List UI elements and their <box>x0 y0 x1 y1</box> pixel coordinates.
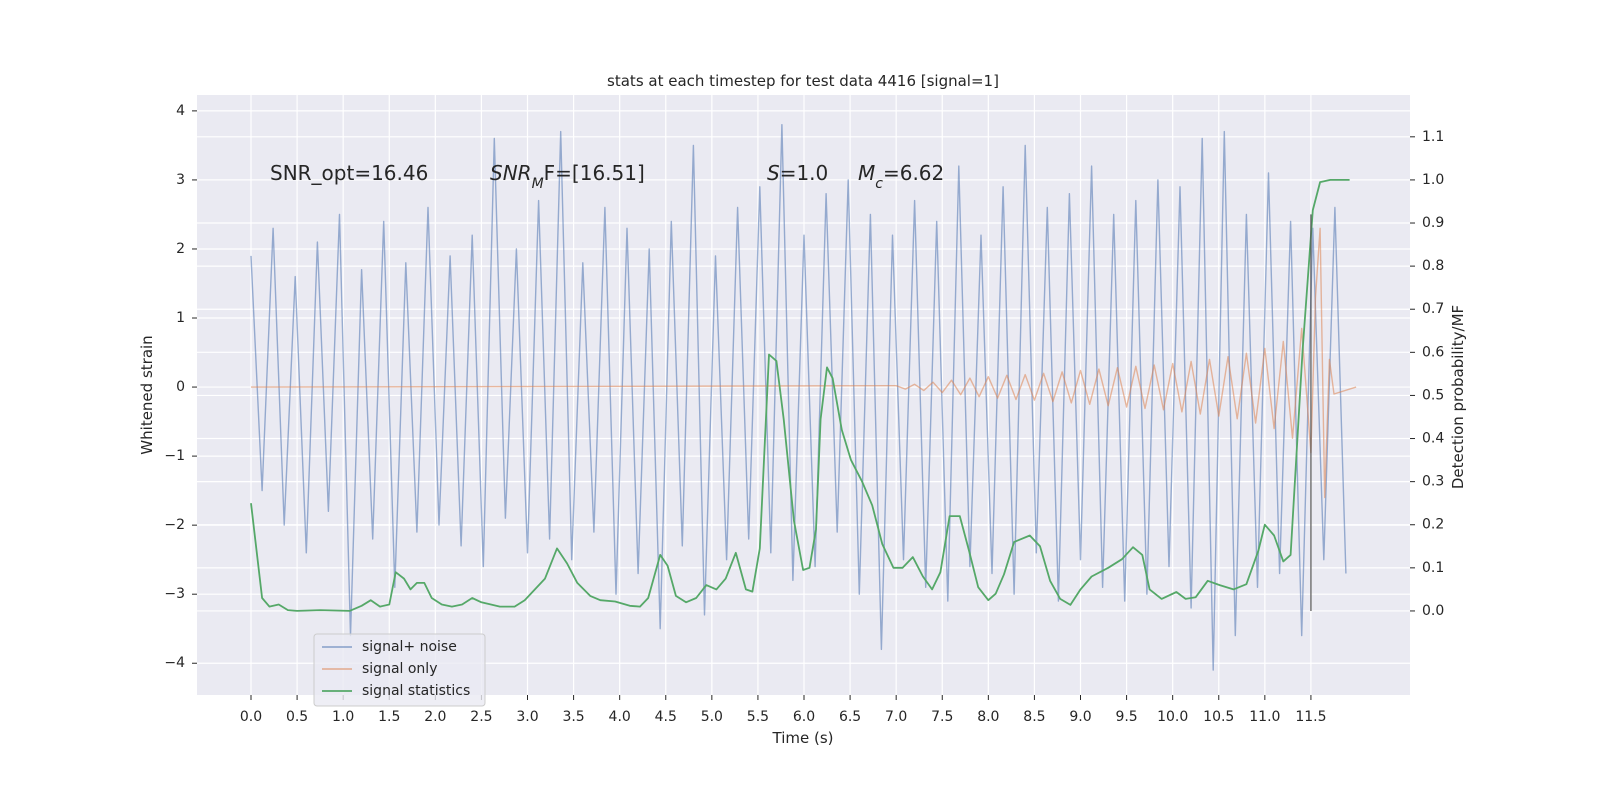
x-tick-label: 6.0 <box>793 709 815 725</box>
annotation-subscript: c <box>875 176 883 192</box>
series-line <box>250 227 1357 499</box>
x-tick-label: 9.5 <box>1115 709 1137 725</box>
y-tick-label: 2 <box>176 241 185 257</box>
annotation-italic: M <box>858 161 875 185</box>
x-tick-label: 2.5 <box>470 709 492 725</box>
x-tick-label: 7.5 <box>931 709 953 725</box>
y2-tick-label: 1.1 <box>1422 129 1444 145</box>
legend-label: signal only <box>362 661 437 677</box>
legend-box <box>313 633 486 707</box>
annotation: SNR_opt=16.46 <box>270 161 428 185</box>
y2-tick-label: 0.3 <box>1422 474 1444 490</box>
annotation-text: F=[16.51] <box>544 161 645 185</box>
x-tick-label: 4.5 <box>655 709 677 725</box>
x-tick-label: 0.5 <box>286 709 308 725</box>
annotation: S=1.0 <box>767 161 828 185</box>
annotation-italic: SNR <box>490 161 532 185</box>
y2-tick-label: 0.7 <box>1422 301 1444 317</box>
x-tick-label: 8.0 <box>977 709 999 725</box>
x-axis-label: Time (s) <box>772 729 834 747</box>
x-tick-label: 0.0 <box>240 709 262 725</box>
x-tick-label: 3.0 <box>516 709 538 725</box>
annotation-italic: S <box>767 161 780 185</box>
y2-axis-label: Detection probability/MF <box>1449 305 1467 489</box>
x-tick-label: 3.5 <box>562 709 584 725</box>
y-tick-label: 1 <box>176 310 185 326</box>
y2-tick-label: 0.6 <box>1422 344 1444 360</box>
y2-tick-label: 0.9 <box>1422 215 1444 231</box>
x-tick-label: 4.0 <box>609 709 631 725</box>
y-tick-label: −4 <box>164 655 185 671</box>
y2-tick-label: 0.5 <box>1422 387 1444 403</box>
y2-tick-label: 0.2 <box>1422 517 1444 533</box>
x-tick-label: 10.5 <box>1203 709 1234 725</box>
x-tick-label: 5.5 <box>747 709 769 725</box>
x-tick-label: 8.5 <box>1023 709 1045 725</box>
y-tick-label: 3 <box>176 172 185 188</box>
annotation-subscript: M <box>532 176 544 192</box>
x-tick-label: 7.0 <box>885 709 907 725</box>
y-tick-label: −1 <box>164 448 185 464</box>
x-tick-label: 9.0 <box>1069 709 1091 725</box>
y-tick-label: 0 <box>176 379 185 395</box>
y-tick-label: −3 <box>164 586 185 602</box>
y-axis-label: Whitened strain <box>138 335 156 454</box>
x-tick-label: 2.0 <box>424 709 446 725</box>
legend-label: signal+ noise <box>362 639 457 655</box>
annotation: Mc=6.62 <box>858 161 944 192</box>
y-tick-label: −2 <box>164 517 185 533</box>
annotation-text: =1.0 <box>780 161 829 185</box>
annotation-text: SNR_opt=16.46 <box>270 161 428 185</box>
x-tick-label: 11.0 <box>1249 709 1280 725</box>
y2-tick-label: 0.1 <box>1422 560 1444 576</box>
annotation: SNRMF=[16.51] <box>490 161 645 192</box>
x-tick-label: 10.0 <box>1157 709 1188 725</box>
y2-tick-label: 0.4 <box>1422 431 1444 447</box>
series-line <box>250 179 1350 612</box>
x-tick-label: 5.0 <box>701 709 723 725</box>
y2-tick-label: 1.0 <box>1422 172 1444 188</box>
y2-tick-label: 0.0 <box>1422 603 1444 619</box>
y2-tick-label: 0.8 <box>1422 258 1444 274</box>
x-tick-label: 1.0 <box>332 709 354 725</box>
x-tick-label: 1.5 <box>378 709 400 725</box>
legend-label: signal statistics <box>362 683 470 699</box>
series-line <box>250 124 1347 671</box>
annotation-text: =6.62 <box>883 161 944 185</box>
x-tick-label: 6.5 <box>839 709 861 725</box>
chart-title: stats at each timestep for test data 441… <box>607 72 999 90</box>
x-tick-label: 11.5 <box>1295 709 1326 725</box>
legend: signal+ noise signal only signal statistic… <box>313 633 486 707</box>
y-tick-label: 4 <box>176 103 185 119</box>
